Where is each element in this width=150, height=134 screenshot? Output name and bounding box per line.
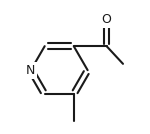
Text: O: O	[102, 13, 111, 26]
Text: N: N	[26, 64, 36, 77]
